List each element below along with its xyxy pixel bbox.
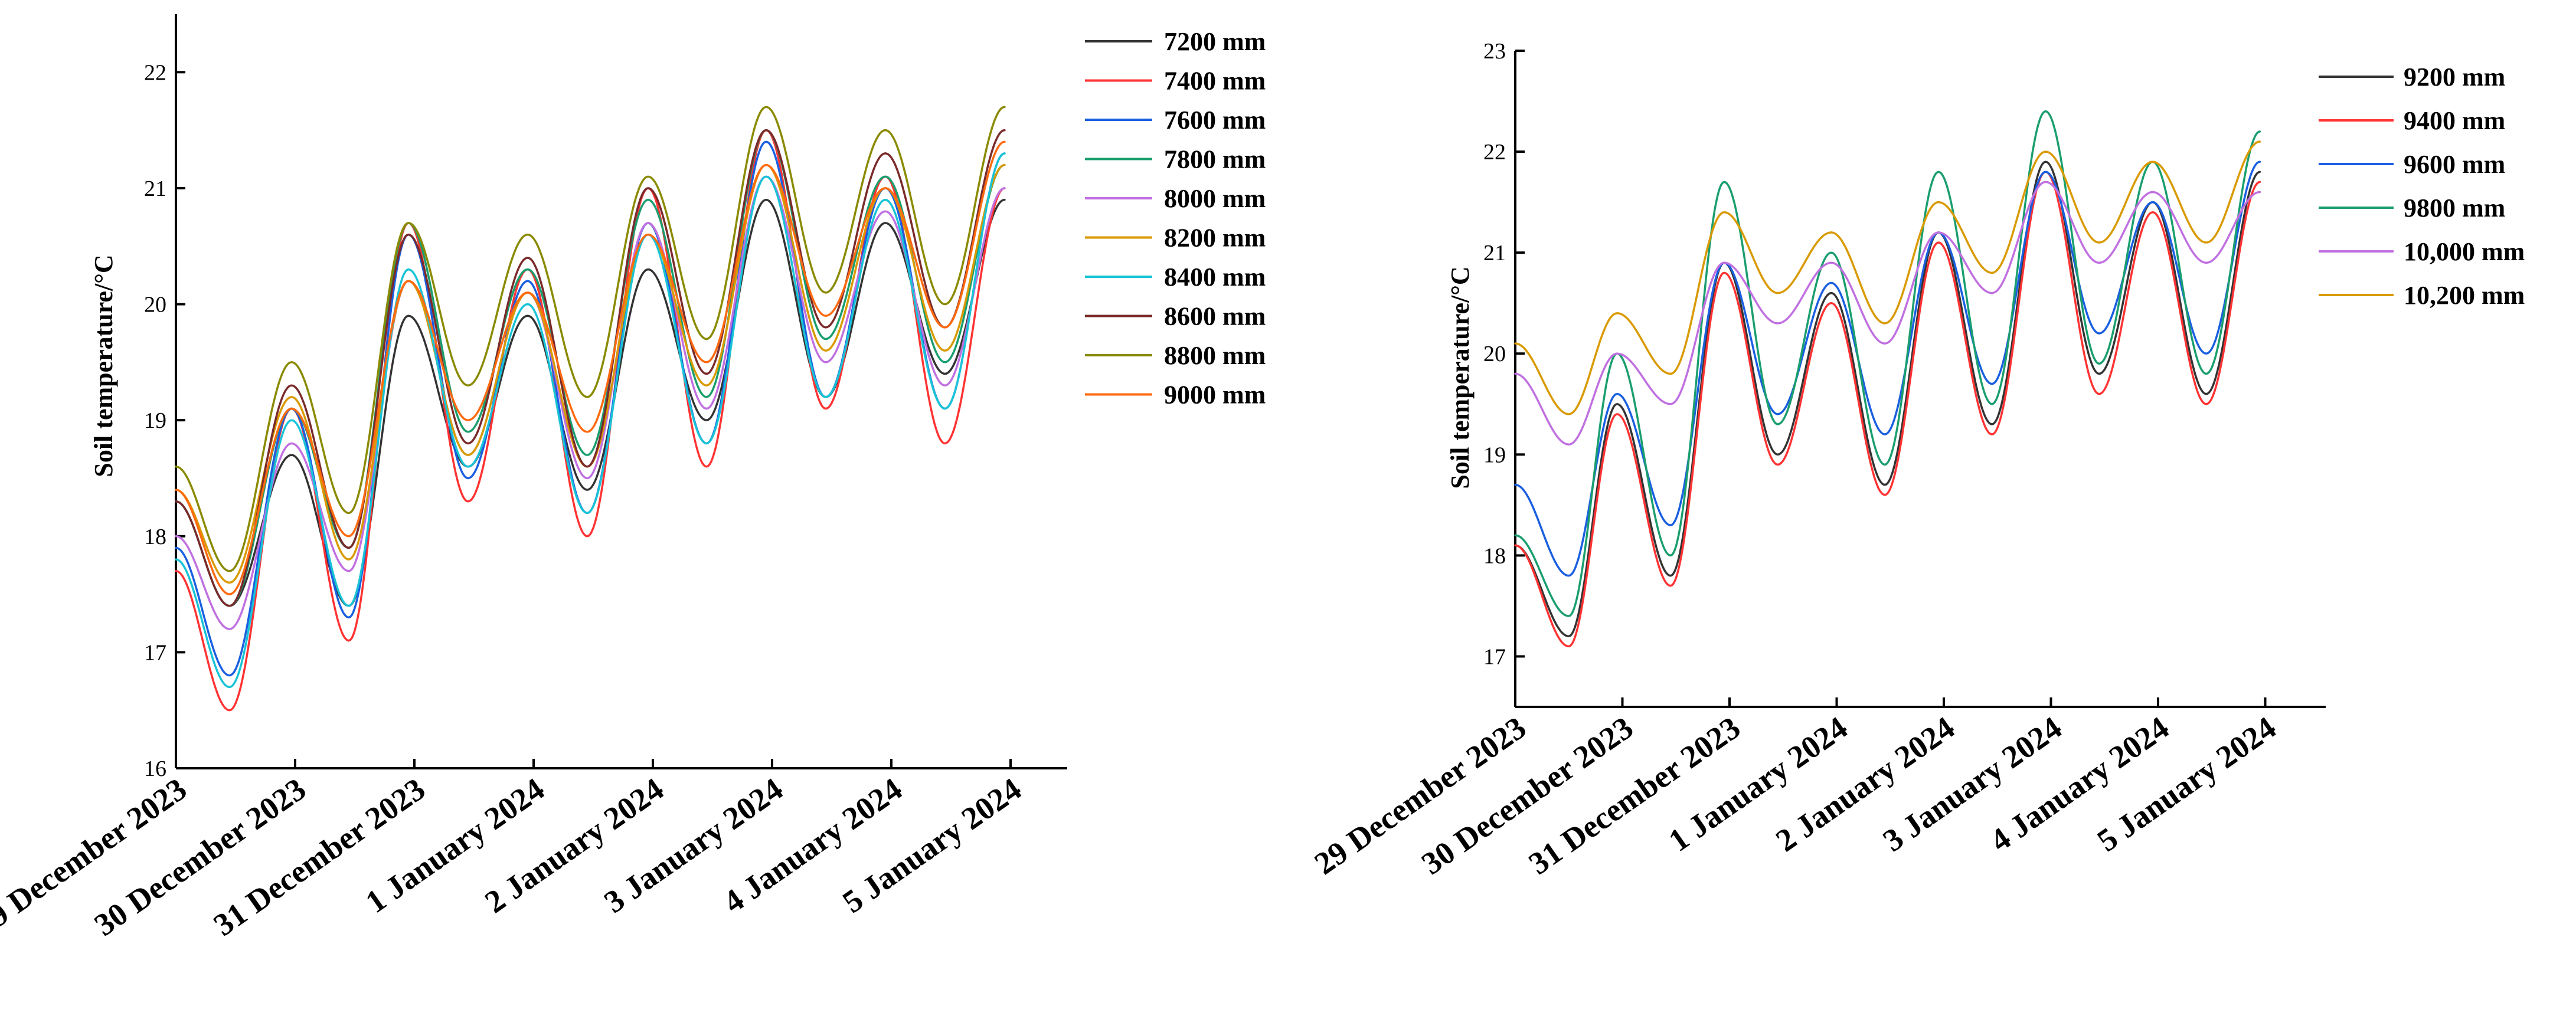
x-tick-label: 31 December 2023 <box>207 771 431 943</box>
y-tick-label: 19 <box>144 408 166 433</box>
x-tick-label: 30 December 2023 <box>88 771 312 943</box>
legend-right: 9200 mm 9400 mm 9600 mm 9800 mm 10,000 mm 10,… <box>2319 63 2525 310</box>
y-tick-label: 21 <box>144 176 166 201</box>
y-tick-label: 18 <box>144 525 166 549</box>
legend-label: 7800 mm <box>1164 145 1266 174</box>
legend-left: 7200 mm 7400 mm 7600 mm 7800 mm 8000 mm 8200 … <box>1085 27 1266 410</box>
series-line-10-000-mm <box>1514 181 2261 445</box>
series-line-10-200-mm <box>1514 140 2261 415</box>
legend-label: 7600 mm <box>1164 106 1266 135</box>
legend-label: 8800 mm <box>1164 341 1266 370</box>
x-tick-label: 5 January 2024 <box>2091 710 2282 859</box>
y-tick-label: 17 <box>1483 644 1506 669</box>
y-tick-label: 22 <box>144 60 166 85</box>
y-tick-label: 16 <box>144 756 166 781</box>
y-ticks-right: 17 18 19 20 21 22 23 <box>1483 39 1525 669</box>
series-line-9600-mm <box>1514 160 2261 577</box>
series-line-9800-mm <box>1514 110 2261 617</box>
series-line-9200-mm <box>1514 160 2261 637</box>
series-line-8600-mm <box>175 129 1006 607</box>
y-axis-title-left: Soil temperature/°C <box>89 254 118 477</box>
y-tick-label: 19 <box>1483 443 1506 467</box>
legend-label: 9000 mm <box>1164 381 1266 410</box>
legend-label: 9800 mm <box>2404 194 2505 222</box>
x-tick-label: 2 January 2024 <box>1769 710 1960 859</box>
series-group-left <box>175 106 1006 712</box>
legend-label: 9200 mm <box>2404 63 2505 91</box>
series-line-7200-mm <box>175 198 1006 607</box>
series-line-7600-mm <box>175 140 1006 677</box>
legend-label: 8000 mm <box>1164 184 1266 213</box>
y-tick-label: 21 <box>1483 241 1506 266</box>
y-tick-label: 20 <box>1483 342 1506 366</box>
series-line-8400-mm <box>175 152 1006 689</box>
legend-label: 10,000 mm <box>2404 237 2525 266</box>
x-tick-label: 4 January 2024 <box>1983 710 2175 859</box>
y-tick-label: 23 <box>1483 39 1506 64</box>
legend-label: 8200 mm <box>1164 224 1266 253</box>
series-line-9400-mm <box>1514 171 2261 648</box>
y-tick-label: 17 <box>144 640 166 665</box>
y-tick-label: 18 <box>1483 543 1506 568</box>
x-tick-label: 1 January 2024 <box>1662 710 1853 859</box>
series-group-right <box>1514 110 2261 648</box>
series-line-8800-mm <box>175 106 1006 572</box>
legend-label: 10,200 mm <box>2404 281 2525 310</box>
y-tick-label: 20 <box>144 293 166 317</box>
series-line-9000-mm <box>175 140 1006 595</box>
y-tick-label: 22 <box>1483 140 1506 165</box>
legend-label: 7200 mm <box>1164 27 1266 56</box>
legend-label: 7400 mm <box>1164 67 1266 96</box>
legend-label: 9400 mm <box>2404 106 2505 135</box>
legend-label: 8400 mm <box>1164 263 1266 291</box>
y-axis-title-right: Soil temperature/°C <box>1446 266 1475 489</box>
legend-label: 9600 mm <box>2404 150 2505 179</box>
legend-label: 8600 mm <box>1164 302 1266 331</box>
x-tick-label: 3 January 2024 <box>1877 710 2068 859</box>
y-ticks-left: 16 17 18 19 20 21 22 <box>144 60 185 781</box>
series-line-8000-mm <box>175 175 1006 630</box>
